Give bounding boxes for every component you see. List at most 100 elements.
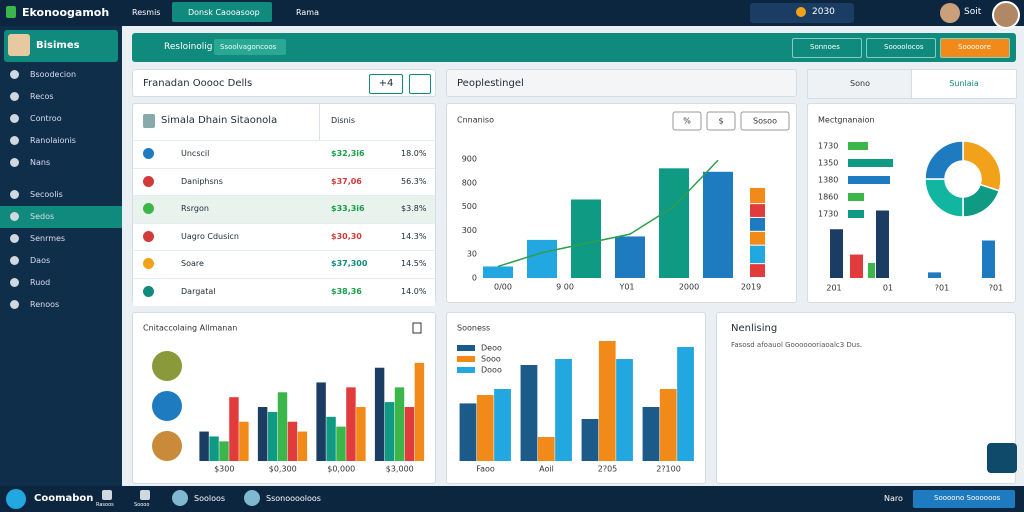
nav-item[interactable]: Resmis: [132, 8, 161, 17]
menu-item[interactable]: Controo: [30, 114, 62, 123]
legend-swatch: [457, 356, 475, 362]
table-row[interactable]: [133, 167, 435, 196]
bottom-button[interactable]: [913, 490, 1015, 508]
bar: [326, 416, 336, 461]
nav-active-bg[interactable]: [172, 2, 272, 22]
chart-title: Cnitaccolaing Allmanan: [143, 324, 237, 333]
bar: [384, 402, 395, 461]
avatar-large[interactable]: [992, 1, 1020, 29]
row-value: $37,300: [331, 259, 368, 268]
bottom-icon[interactable]: [102, 490, 112, 500]
legend-label: Deoo: [481, 344, 502, 353]
notes-panel: Nenlising Fasosd afoauol Gooooooriaoalc3…: [716, 312, 1017, 484]
bar: [571, 199, 601, 278]
y-label: 900: [462, 155, 477, 164]
bar: [316, 382, 326, 461]
bar: [239, 421, 249, 461]
bar: [615, 236, 645, 278]
avatar[interactable]: [940, 3, 960, 23]
bar: [494, 389, 511, 461]
row-percent: 56.3%: [401, 176, 427, 186]
menu-icon: [10, 114, 19, 123]
chart-control-label: $: [718, 117, 723, 126]
search-box[interactable]: [214, 39, 286, 55]
header-button-label[interactable]: Sonnoes: [810, 43, 840, 51]
summary-button[interactable]: +4: [369, 74, 403, 94]
bar: [581, 419, 599, 461]
bar: [483, 266, 513, 278]
menu-icon: [10, 234, 19, 243]
x-label: ?01: [935, 284, 949, 293]
nav-item[interactable]: Rama: [296, 8, 319, 17]
bottom-icon-label[interactable]: Soooo: [134, 502, 150, 508]
menu-item[interactable]: Sedos: [30, 212, 55, 221]
nav-item[interactable]: Donsk Caooasoop: [188, 8, 260, 17]
row-value: $33,3i6: [331, 204, 365, 213]
table-divider: [319, 104, 320, 140]
donut-slice: [962, 140, 1002, 192]
menu-item[interactable]: Renoos: [30, 300, 60, 309]
chip[interactable]: Ssonooooloos: [266, 494, 321, 503]
menu-item[interactable]: Ruod: [30, 278, 51, 287]
category-icon: [152, 431, 182, 461]
header-button[interactable]: [940, 38, 1010, 58]
row-label: 1730: [818, 142, 838, 151]
chip[interactable]: Sooloos: [194, 494, 226, 503]
tabs: Sono Sunlaia: [807, 69, 1017, 99]
table-row[interactable]: [133, 195, 435, 223]
row-value: $32,3i6: [331, 149, 365, 158]
user-name[interactable]: Soit: [964, 7, 982, 17]
tab[interactable]: Sono: [807, 69, 913, 99]
table-row[interactable]: [133, 140, 435, 168]
menu-item[interactable]: Daos: [30, 256, 51, 265]
menu-item[interactable]: Senrmes: [30, 234, 66, 243]
chip-icon[interactable]: [172, 490, 188, 506]
search-text[interactable]: Ssoolvagoncoos: [220, 43, 277, 51]
table-row[interactable]: [133, 222, 435, 251]
row-label: 1860: [818, 193, 838, 202]
menu-icon: [10, 70, 19, 79]
chart-control-label: Sosoo: [753, 117, 777, 126]
menu-item[interactable]: Nans: [30, 158, 51, 167]
menu-item[interactable]: Secoolis: [30, 190, 63, 199]
group-chart: Cnitaccolaing Allmanan $300 $0,300 $0,000 $3…: [143, 322, 425, 474]
legend-swatch: [457, 345, 475, 351]
bottom-icon-label[interactable]: Rasoos: [96, 502, 114, 508]
menu-item[interactable]: Ranolaionis: [30, 136, 76, 145]
bottom-button-label[interactable]: Soooono Soooooos: [934, 494, 1001, 502]
row-label: 1350: [818, 159, 838, 168]
header-button[interactable]: [792, 38, 862, 58]
menu-item[interactable]: Recos: [30, 92, 54, 101]
h-bar: [848, 176, 890, 184]
profile-avatar: [8, 34, 30, 56]
header-button[interactable]: [866, 38, 936, 58]
refresh-button[interactable]: [409, 74, 431, 94]
chip-icon[interactable]: [244, 490, 260, 506]
menu-item[interactable]: Bsoodecion: [30, 70, 77, 79]
h-bar: [848, 210, 864, 218]
y-label: 0: [472, 274, 477, 283]
fab-button[interactable]: [987, 443, 1017, 473]
bar: [229, 397, 239, 461]
header-button-label[interactable]: Sooooore: [958, 43, 991, 51]
logo: [6, 6, 16, 18]
menu-active-bg[interactable]: [0, 206, 122, 228]
menu-icon: [10, 256, 19, 265]
donut-slice: [924, 140, 964, 180]
bar: [267, 411, 278, 461]
bar: [642, 407, 660, 461]
stack-segment: [750, 245, 765, 264]
chart-title: Sooness: [457, 324, 490, 333]
notes-text: Fasosd afoauol Gooooooriaoalc3 Dus.: [731, 341, 863, 349]
bar: [297, 431, 308, 461]
bar: [209, 436, 219, 461]
bar: [982, 240, 995, 278]
table-row[interactable]: [133, 277, 435, 306]
bottom-icon[interactable]: [140, 490, 150, 500]
legend-label: Dooo: [481, 366, 502, 375]
tab[interactable]: Sunlaia: [911, 69, 1017, 99]
coin-icon: [796, 7, 806, 17]
table-row[interactable]: [133, 250, 435, 278]
header-button-label[interactable]: Soooolocos: [884, 43, 924, 51]
